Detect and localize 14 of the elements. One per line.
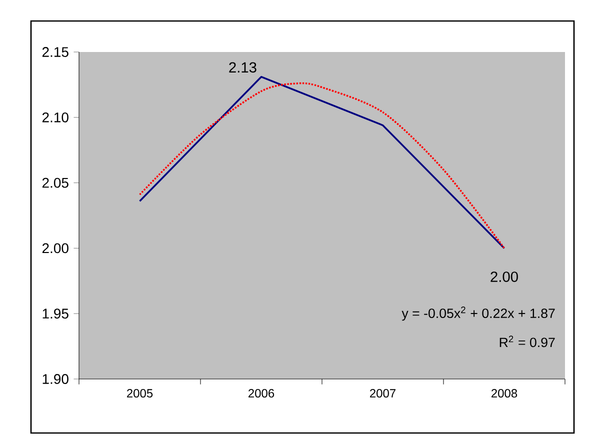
- x-tick-label: 2008: [492, 389, 518, 398]
- y-tick-label: 2.05: [42, 178, 68, 188]
- x-tick-label: 2005: [127, 389, 153, 398]
- y-tick-label: 1.90: [42, 374, 68, 384]
- y-tick-label: 2.10: [42, 112, 68, 122]
- y-tick-label: 2.15: [42, 47, 68, 57]
- x-tick-label: 2006: [248, 389, 274, 398]
- y-tick-label: 1.95: [42, 308, 68, 319]
- x-tick-label: 2007: [370, 389, 396, 398]
- annotation: R$^{2}$ = 0.97: [500, 336, 555, 348]
- data-label: 2.00: [490, 272, 518, 282]
- data-label: 2.13: [229, 62, 256, 73]
- annotation: y = -0.05x$^{2}$ + 0.22x + 1.87: [402, 306, 555, 321]
- y-tick-label: 2.00: [42, 243, 68, 254]
